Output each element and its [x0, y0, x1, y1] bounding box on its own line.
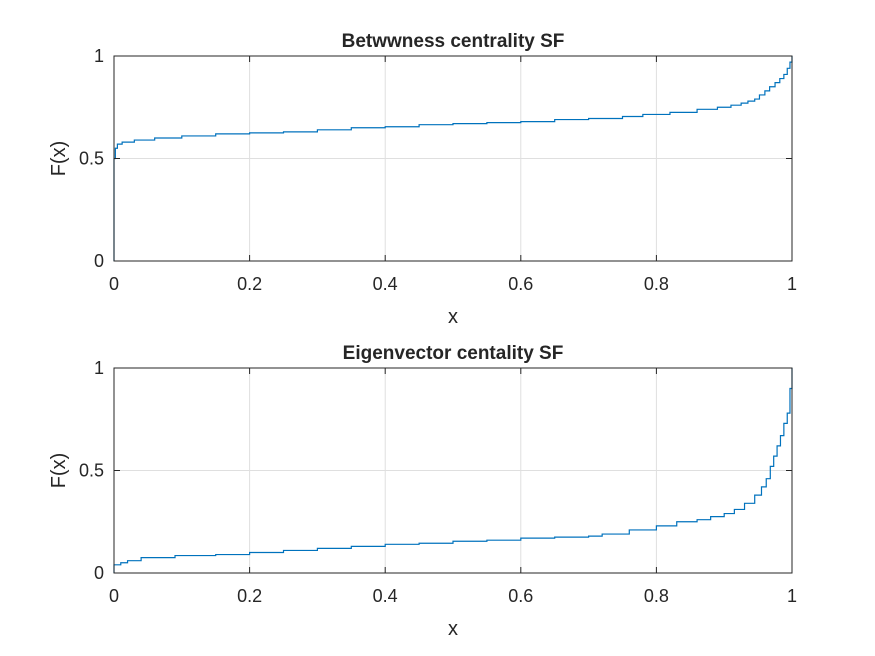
x-tick-label: 0.4 — [373, 274, 398, 294]
chart-title: Eigenvector centality SF — [343, 343, 564, 364]
x-tick-label: 0.6 — [508, 274, 533, 294]
x-tick-label: 0 — [109, 586, 119, 606]
chart-panel-2: 0 0.2 0.4 0.6 0.8 1 0 0.5 1 Eigenvector centality… — [48, 343, 797, 640]
x-tick-label: 0.6 — [508, 586, 533, 606]
x-tick-label: 0 — [109, 274, 119, 294]
x-tick-label: 0.8 — [644, 274, 669, 294]
chart-title: Betwwness centrality SF — [342, 31, 565, 52]
y-axis-label: F(x) — [48, 453, 70, 489]
chart-panel-1: 0 0.2 0.4 0.6 0.8 1 0 0.5 1 Betwwness centrality … — [48, 31, 797, 328]
x-tick-label: 0.8 — [644, 586, 669, 606]
series-line-1 — [113, 56, 793, 261]
y-tick-label: 0 — [94, 251, 104, 271]
x-tick-label: 0.4 — [373, 586, 398, 606]
x-axis-label: x — [448, 618, 458, 640]
y-tick-label: 0 — [94, 563, 104, 583]
x-tick-label: 1 — [787, 274, 797, 294]
y-tick-label: 1 — [94, 46, 104, 66]
x-tick-label: 0.2 — [237, 586, 262, 606]
y-tick-label: 1 — [94, 358, 104, 378]
series-line-1 — [113, 368, 793, 573]
x-axis-label: x — [448, 306, 458, 328]
y-axis-label: F(x) — [48, 141, 70, 177]
y-tick-label: 0.5 — [79, 149, 104, 169]
x-tick-label: 1 — [787, 586, 797, 606]
x-tick-label: 0.2 — [237, 274, 262, 294]
y-tick-label: 0.5 — [79, 461, 104, 481]
